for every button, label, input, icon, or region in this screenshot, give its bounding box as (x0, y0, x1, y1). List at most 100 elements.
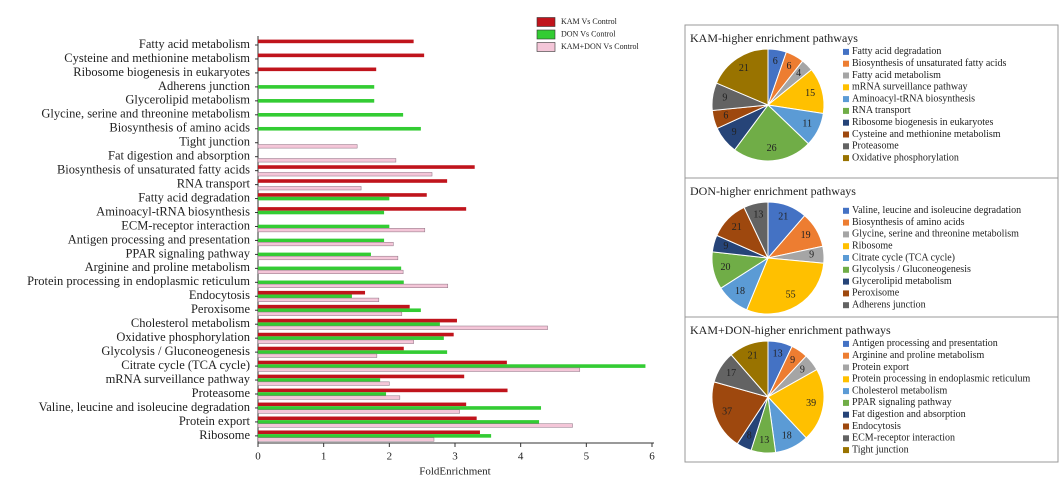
legend-swatch (536, 17, 556, 27)
pie-value-label: 6 (773, 56, 778, 67)
bar (258, 406, 542, 410)
bar (257, 353, 378, 358)
bar (258, 318, 457, 323)
pie-value-label: 9 (722, 93, 727, 104)
pie-value-label: 9 (800, 364, 805, 375)
legend-swatch (843, 155, 849, 162)
legend-swatch (843, 447, 849, 454)
y-tick-label: PPAR signaling pathway (125, 246, 250, 260)
bar (258, 388, 508, 393)
pie-slice (746, 257, 825, 315)
bar (258, 280, 404, 285)
legend-label: PPAR signaling pathway (852, 397, 952, 408)
y-tick-label: Endocytosis (189, 288, 250, 302)
bar (258, 416, 477, 421)
legend-label: Fat digestion and absorption (852, 409, 966, 420)
y-tick-label: Fatty acid degradation (138, 190, 251, 204)
pie-value-label: 9 (732, 127, 737, 138)
bar (258, 378, 381, 382)
legend-swatch (843, 72, 849, 79)
bar (257, 367, 581, 372)
y-tick-label: Adherens junction (158, 79, 251, 93)
legend-swatch (843, 376, 849, 383)
legend-label: Aminoacyl-tRNA biosynthesis (852, 93, 975, 104)
pie-value-label: 18 (782, 431, 792, 442)
pie-value-label: 8 (747, 431, 752, 442)
legend-swatch (843, 411, 849, 418)
legend-label: KAM Vs Control (561, 17, 618, 26)
legend-label: Protein export (852, 362, 909, 373)
pie-value-label: 13 (759, 435, 769, 446)
pie-slice (767, 368, 825, 439)
pie-value-label: 11 (802, 119, 812, 130)
legend-label: RNA transport (852, 105, 911, 116)
y-tick-label: Proteasome (192, 386, 251, 400)
bar (258, 99, 375, 103)
bar (257, 325, 548, 330)
pie-value-label: 15 (805, 88, 815, 99)
legend-label: Biosynthesis of unsaturated fatty acids (852, 58, 1007, 69)
x-tick-label: 5 (584, 451, 590, 463)
pie-value-label: 13 (753, 210, 763, 221)
pie-value-label: 39 (806, 398, 816, 409)
y-tick-label: Glycerolipid metabolism (125, 93, 250, 107)
legend-swatch (843, 207, 849, 214)
x-tick-label: 4 (518, 451, 524, 463)
bar (257, 158, 397, 163)
y-tick-label: Cysteine and methionine metabolism (64, 51, 250, 65)
legend-swatch (843, 435, 849, 442)
legend-swatch (843, 423, 849, 430)
bar (258, 67, 377, 72)
pie-value-label: 18 (735, 286, 745, 297)
pie-slice (733, 104, 810, 162)
legend-label: mRNA surveillance pathway (852, 82, 968, 93)
bar (258, 364, 646, 368)
legend-swatch (843, 399, 849, 406)
legend-swatch (843, 364, 849, 371)
legend-label: Glycine, serine and threonine metabolism (852, 229, 1019, 240)
pie-slice (711, 381, 769, 445)
pie-value-label: 20 (720, 262, 730, 273)
x-tick-label: 3 (452, 451, 458, 463)
bar (258, 252, 371, 257)
legend-swatch (843, 278, 849, 285)
y-tick-label: Protein processing in endoplasmic reticu… (27, 274, 250, 288)
pie-value-label: 17 (726, 368, 736, 379)
pie-title: KAM-higher enrichment pathways (690, 31, 858, 45)
y-tick-label: Biosynthesis of amino acids (109, 121, 250, 135)
bar (258, 420, 540, 424)
legend-label: Ribosome biogenesis in eukaryotes (852, 117, 993, 128)
bar (257, 144, 358, 149)
pie-value-label: 21 (739, 63, 749, 74)
legend-label: Proteasome (852, 141, 899, 152)
bar (258, 126, 421, 131)
bar (257, 186, 362, 191)
y-tick-label: Fatty acid metabolism (139, 37, 250, 51)
legend-label: Glycerolipid metabolism (852, 276, 952, 287)
legend-swatch (843, 143, 849, 150)
bar (257, 395, 401, 400)
bar (257, 228, 426, 233)
pie-value-label: 13 (773, 349, 783, 360)
y-tick-label: Glycine, serine and threonine metabolism (41, 107, 250, 121)
bar (257, 255, 399, 261)
bar (258, 430, 480, 435)
y-tick-label: Arginine and proline metabolism (85, 260, 251, 274)
legend-label: Endocytosis (852, 421, 901, 432)
bar (257, 339, 414, 344)
legend-swatch (843, 352, 849, 359)
legend-swatch (843, 119, 849, 126)
x-axis-label: FoldEnrichment (419, 466, 491, 478)
bar (258, 336, 444, 340)
panel-frame (684, 24, 1059, 463)
legend-label: Biosynthesis of amino acids (852, 217, 965, 228)
bar (257, 311, 403, 316)
bar (258, 165, 475, 169)
legend-label: Oxidative phosphorylation (852, 152, 959, 163)
pie-value-label: 26 (767, 143, 777, 154)
legend-swatch (843, 266, 849, 273)
bar (257, 172, 433, 177)
x-tick-label: 1 (321, 451, 327, 463)
bar (257, 381, 390, 386)
